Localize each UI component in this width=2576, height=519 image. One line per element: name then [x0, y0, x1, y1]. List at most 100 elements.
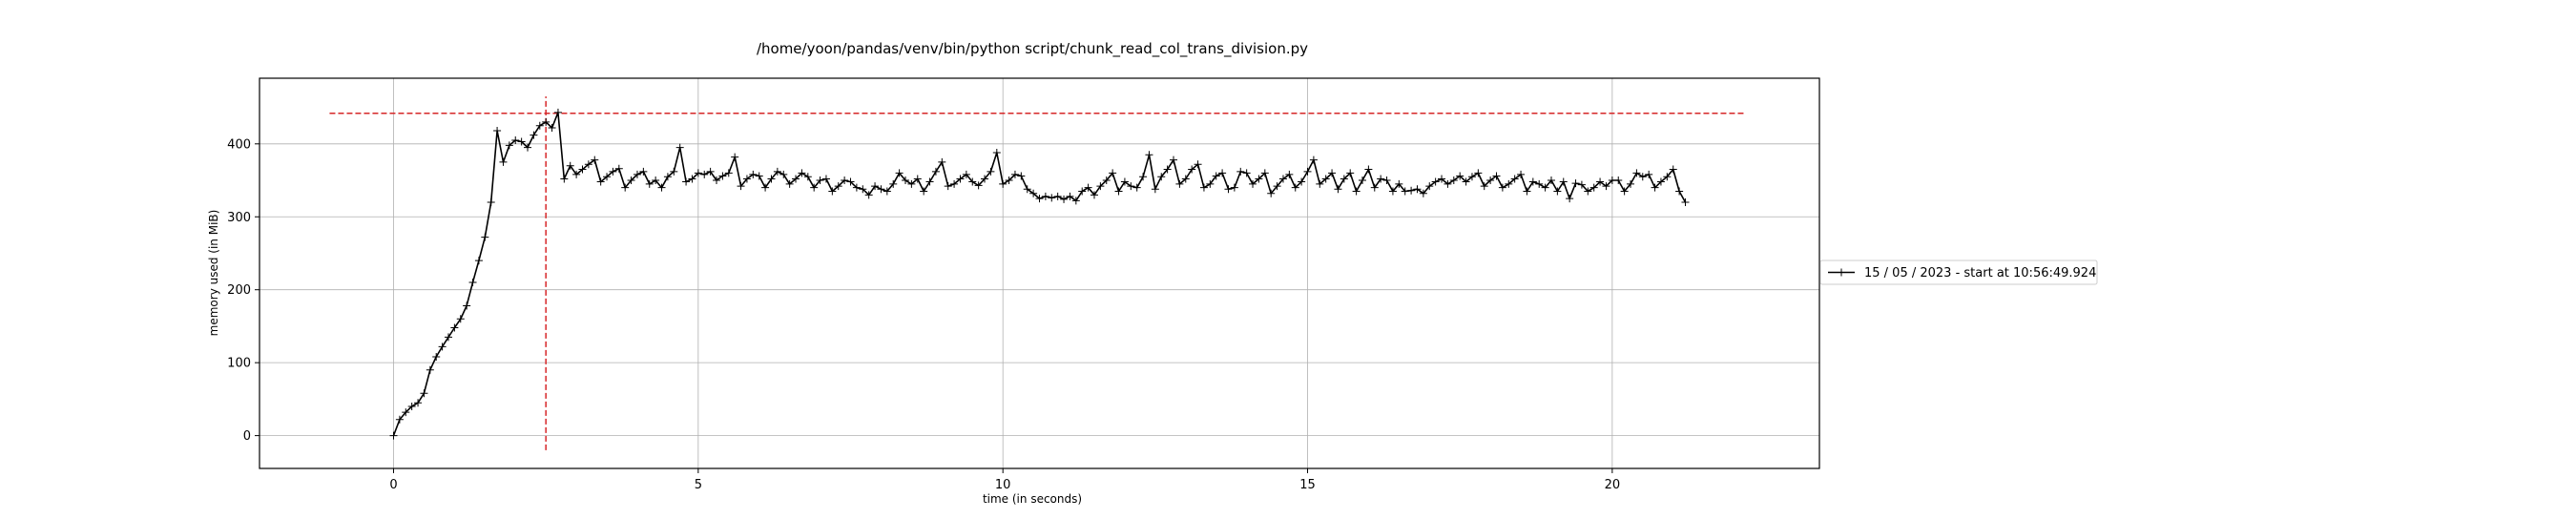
data-point	[706, 167, 715, 176]
data-point	[1035, 195, 1044, 203]
data-point	[1401, 187, 1409, 196]
data-point	[1467, 173, 1476, 181]
data-point	[700, 170, 709, 178]
data-point	[1596, 177, 1605, 186]
data-point	[974, 181, 983, 190]
data-point	[1425, 182, 1434, 191]
data-point	[1675, 187, 1684, 196]
data-point	[474, 257, 483, 265]
data-point	[1236, 167, 1245, 176]
data-point	[773, 167, 781, 176]
data-point	[614, 164, 623, 173]
data-point	[438, 343, 447, 351]
data-point	[1456, 172, 1465, 180]
data-point	[553, 108, 562, 116]
data-point	[992, 148, 1001, 156]
data-point	[407, 403, 416, 411]
data-point	[1267, 189, 1276, 197]
data-point	[560, 175, 569, 183]
data-point	[1260, 169, 1269, 177]
data-point	[609, 167, 617, 176]
data-point	[761, 183, 770, 192]
data-point	[1224, 185, 1233, 194]
x-tick-label: 0	[389, 478, 397, 492]
data-point	[767, 175, 776, 183]
data-point	[548, 123, 556, 132]
data-point	[1194, 160, 1202, 169]
data-point	[731, 153, 739, 161]
data-point	[1474, 169, 1483, 177]
data-point	[901, 176, 909, 185]
data-point	[1388, 187, 1397, 196]
data-point	[785, 179, 794, 188]
data-point	[535, 121, 544, 130]
max-memory-lines	[329, 96, 1747, 450]
data-point	[828, 187, 837, 196]
legend-marker	[1838, 268, 1845, 277]
data-point	[1029, 189, 1038, 197]
data-point	[724, 169, 733, 177]
data-point	[1656, 177, 1665, 186]
data-point	[1334, 185, 1342, 194]
series-line	[392, 112, 1687, 436]
data-point	[1602, 182, 1610, 191]
data-point	[1663, 173, 1672, 181]
data-point	[566, 161, 574, 170]
data-point	[1431, 177, 1440, 186]
data-point	[1230, 183, 1238, 192]
data-point	[1175, 179, 1184, 188]
data-point	[1438, 175, 1446, 183]
data-point	[621, 183, 630, 192]
data-point	[883, 187, 891, 196]
data-point	[1316, 179, 1324, 188]
data-point	[603, 173, 612, 181]
data-point	[1645, 170, 1653, 178]
plot-area-frame	[259, 77, 1820, 469]
data-point	[755, 172, 763, 180]
x-tick-label: 10	[995, 478, 1011, 492]
data-point	[578, 165, 587, 174]
data-point	[1370, 183, 1379, 192]
data-point	[907, 179, 916, 188]
data-point	[432, 353, 441, 362]
y-tick-label: 200	[227, 283, 251, 298]
data-point	[1005, 176, 1013, 185]
data-point	[1584, 187, 1592, 196]
data-point	[1242, 169, 1251, 177]
data-point	[1255, 175, 1263, 183]
data-point	[633, 170, 641, 178]
y-tick-label: 0	[243, 429, 251, 444]
data-point	[950, 179, 959, 188]
data-point	[414, 399, 423, 407]
data-point	[1359, 176, 1366, 185]
data-point	[1620, 187, 1629, 196]
data-point	[1078, 187, 1087, 196]
data-point	[1010, 170, 1019, 178]
data-point	[1505, 179, 1513, 188]
data-point	[810, 183, 819, 192]
data-point	[389, 431, 398, 440]
data-point	[1151, 185, 1159, 194]
data-point	[468, 279, 477, 287]
data-point	[1114, 187, 1123, 196]
data-point	[1382, 176, 1391, 185]
data-point	[1669, 165, 1677, 174]
data-point	[999, 179, 1008, 188]
data-point	[1571, 179, 1580, 188]
x-tick-label: 20	[1605, 478, 1621, 492]
data-point	[713, 176, 721, 185]
data-point	[1096, 182, 1105, 191]
data-point	[1553, 187, 1562, 196]
data-point	[420, 389, 428, 398]
data-point	[1163, 165, 1172, 174]
data-point	[792, 175, 800, 183]
data-point	[1395, 179, 1403, 188]
data-point	[1510, 175, 1519, 183]
data-point	[987, 167, 995, 176]
data-point	[444, 333, 452, 342]
y-tick-label: 100	[227, 357, 251, 371]
data-point	[517, 137, 526, 146]
data-point	[1139, 173, 1148, 181]
data-point	[1528, 177, 1537, 186]
